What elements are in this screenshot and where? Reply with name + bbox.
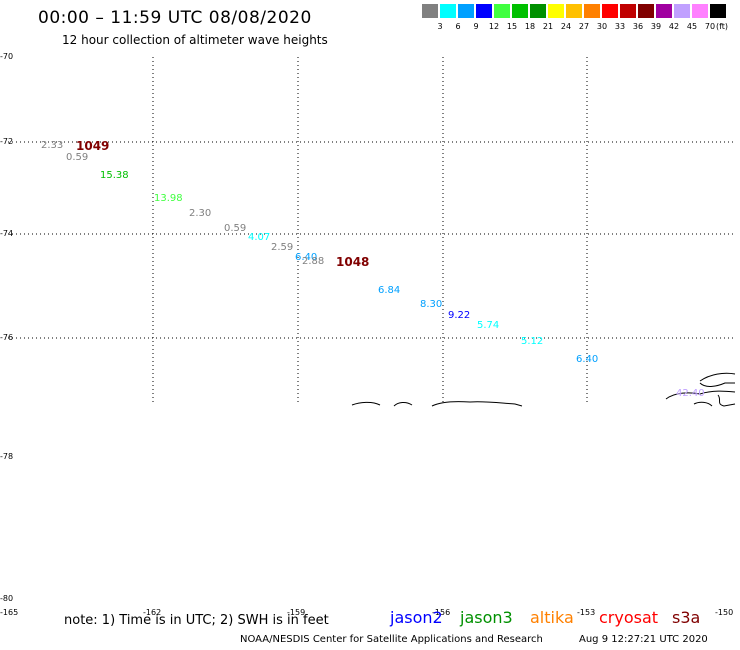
lon-label: -153 [577, 608, 596, 617]
legend-label: 9 [473, 22, 479, 31]
map-title: 00:00 – 11:59 UTC 08/08/2020 [38, 8, 312, 28]
lon-label: -165 [0, 608, 19, 617]
satellite-label-cryosat: cryosat [599, 608, 659, 627]
legend-swatch [584, 4, 600, 18]
lon-label: -159 [287, 608, 306, 617]
wave-height-value: 6.40 [576, 354, 599, 365]
wave-height-value: 2.59 [271, 242, 294, 253]
legend-swatch [512, 4, 528, 18]
wave-height-value: 2.30 [189, 208, 212, 219]
legend-label: 6 [455, 22, 461, 31]
legend-swatch [620, 4, 636, 18]
legend-swatch [710, 4, 726, 18]
legend-label: 39 [650, 22, 662, 31]
legend-label: 70 [704, 22, 716, 31]
coastline-segment [693, 401, 713, 407]
legend-label: 24 [560, 22, 572, 31]
legend-swatch [674, 4, 690, 18]
lon-label: -150 [715, 608, 734, 617]
legend-label: 12 [488, 22, 500, 31]
legend-label: 36 [632, 22, 644, 31]
legend-swatch [530, 4, 546, 18]
wave-height-value: 9.22 [448, 310, 471, 321]
coastline-segment [699, 372, 736, 382]
legend-swatch [476, 4, 492, 18]
satellite-label-jason3: jason3 [460, 608, 513, 627]
legend-label: 21 [542, 22, 554, 31]
lon-label: -156 [432, 608, 451, 617]
legend-label: 42 [668, 22, 680, 31]
legend-label: 3 [437, 22, 443, 31]
wave-height-value: 42.40 [676, 388, 705, 399]
legend-swatch [692, 4, 708, 18]
legend-label: 45 [686, 22, 698, 31]
legend-swatch [566, 4, 582, 18]
lat-label: -80 [0, 594, 14, 603]
wave-height-value: 15.38 [100, 170, 129, 181]
lat-label: -74 [0, 229, 14, 238]
legend-label: 27 [578, 22, 590, 31]
wave-height-value: 8.30 [420, 299, 443, 310]
coastline-segment [431, 401, 523, 407]
lat-label: -78 [0, 452, 14, 461]
legend-label: 18 [524, 22, 536, 31]
legend-swatch [422, 4, 438, 18]
legend-swatch [440, 4, 456, 18]
wave-height-value: 2.88 [302, 256, 325, 267]
legend-label: 30 [596, 22, 608, 31]
legend-unit: (ft) [716, 22, 729, 31]
generation-timestamp: Aug 9 12:27:21 UTC 2020 [579, 634, 708, 645]
satellite-label-altika: altika [530, 608, 574, 627]
lat-label: -72 [0, 137, 14, 146]
wave-height-value: 5.74 [477, 320, 500, 331]
legend-swatch [458, 4, 474, 18]
wave-height-value: 13.98 [154, 193, 183, 204]
legend-swatch [602, 4, 618, 18]
wave-height-value: 2.33 [41, 140, 64, 151]
lon-label: -162 [143, 608, 162, 617]
coastline-segment [717, 394, 736, 407]
wave-height-value: 0.59 [224, 223, 247, 234]
legend-label: 15 [506, 22, 518, 31]
lat-label: -70 [0, 52, 14, 61]
legend-swatch [548, 4, 564, 18]
map-subtitle: 12 hour collection of altimeter wave hei… [62, 33, 328, 47]
satellite-label-s3a: s3a [672, 608, 701, 627]
wave-height-value: 4.07 [248, 232, 271, 243]
coastline-segment [351, 401, 381, 406]
color-legend: 3 6 9 12 15 18 21 24 27 30 33 36 39 42 45 70 [422, 4, 728, 34]
credit-line: NOAA/NESDIS Center for Satellite Applica… [240, 634, 543, 645]
wave-height-value: 0.59 [66, 152, 89, 163]
coastline-segment [393, 402, 413, 407]
legend-swatch [656, 4, 672, 18]
legend-label: 33 [614, 22, 626, 31]
graticule [8, 57, 735, 405]
coastline [351, 372, 736, 407]
pressure-label: 1048 [336, 255, 370, 269]
wave-height-value: 6.40 [295, 252, 318, 263]
pressure-label: 1049 [76, 139, 110, 153]
coastline-segment [665, 390, 736, 400]
satellite-label-jason2: jason2 [390, 608, 443, 627]
coastline-segment [699, 382, 735, 387]
lat-label: -76 [0, 333, 14, 342]
wave-height-value: 5.12 [521, 336, 544, 347]
wave-height-value: 6.84 [378, 285, 401, 296]
legend-swatch [494, 4, 510, 18]
footer-note: note: 1) Time is in UTC; 2) SWH is in fe… [64, 613, 329, 628]
legend-swatch [638, 4, 654, 18]
